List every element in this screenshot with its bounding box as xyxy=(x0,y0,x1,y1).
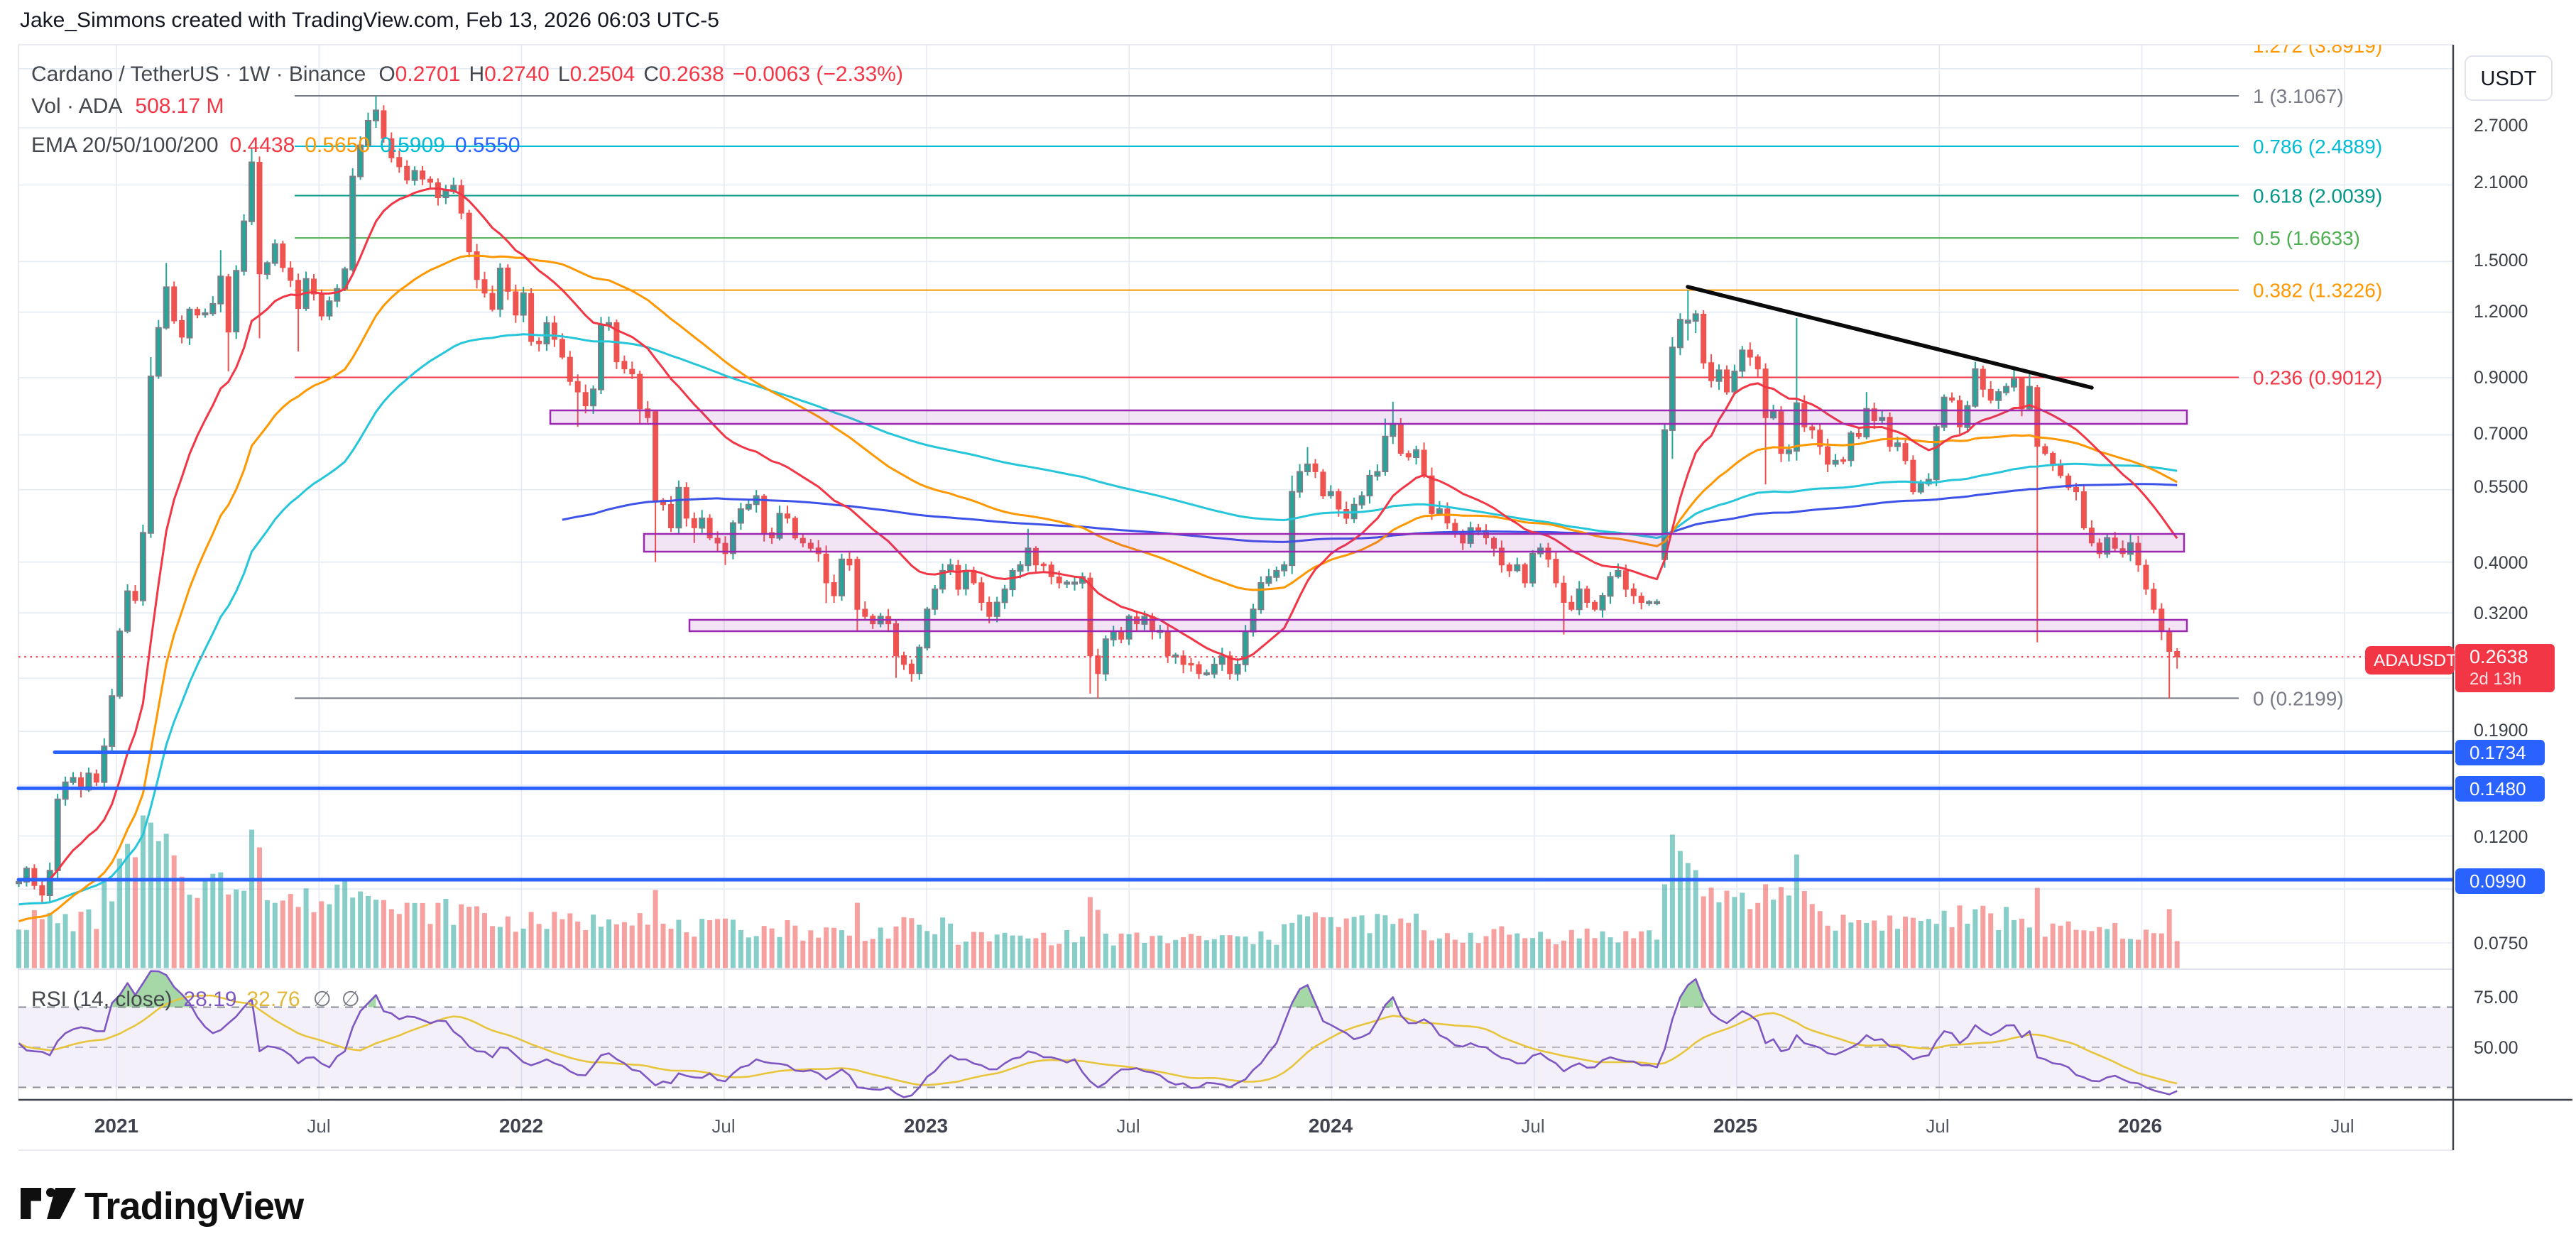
svg-text:0.786 (2.4889): 0.786 (2.4889) xyxy=(2253,136,2382,158)
svg-text:0.5500: 0.5500 xyxy=(2474,477,2528,497)
svg-text:50.00: 50.00 xyxy=(2474,1038,2518,1058)
svg-text:0.7000: 0.7000 xyxy=(2474,424,2528,444)
svg-text:0.1480: 0.1480 xyxy=(2469,778,2526,799)
svg-text:0.9000: 0.9000 xyxy=(2474,368,2528,388)
svg-text:0.1734: 0.1734 xyxy=(2469,742,2526,763)
svg-text:0.0990: 0.0990 xyxy=(2469,870,2526,892)
svg-text:1.5000: 1.5000 xyxy=(2474,251,2528,271)
svg-text:0.618 (2.0039): 0.618 (2.0039) xyxy=(2253,185,2382,207)
svg-text:2021: 2021 xyxy=(94,1115,138,1137)
svg-text:1.272 (3.8919): 1.272 (3.8919) xyxy=(2253,35,2382,57)
svg-text:2025: 2025 xyxy=(1713,1115,1757,1137)
svg-text:1.2000: 1.2000 xyxy=(2474,302,2528,322)
svg-text:TradingView: TradingView xyxy=(84,1185,305,1228)
svg-text:0.2638: 0.2638 xyxy=(2469,646,2528,667)
svg-text:Jul: Jul xyxy=(711,1115,735,1137)
svg-text:0.382 (1.3226): 0.382 (1.3226) xyxy=(2253,280,2382,302)
svg-text:2.1000: 2.1000 xyxy=(2474,173,2528,192)
svg-text:0.5 (1.6633): 0.5 (1.6633) xyxy=(2253,227,2360,249)
svg-text:Jul: Jul xyxy=(1521,1115,1544,1137)
svg-text:ADAUSDT: ADAUSDT xyxy=(2374,651,2457,670)
svg-text:75.00: 75.00 xyxy=(2474,988,2518,1007)
svg-text:2d 13h: 2d 13h xyxy=(2469,670,2521,689)
svg-text:0.1200: 0.1200 xyxy=(2474,827,2528,847)
svg-text:2023: 2023 xyxy=(904,1115,948,1137)
svg-text:2024: 2024 xyxy=(1309,1115,1353,1137)
svg-text:0.4000: 0.4000 xyxy=(2474,553,2528,573)
svg-text:Jul: Jul xyxy=(1116,1115,1140,1137)
svg-text:Jul: Jul xyxy=(1926,1115,1949,1137)
svg-text:1 (3.1067): 1 (3.1067) xyxy=(2253,85,2344,107)
svg-text:2.7000: 2.7000 xyxy=(2474,116,2528,136)
svg-text:0 (0.2199): 0 (0.2199) xyxy=(2253,687,2344,709)
svg-text:0.3200: 0.3200 xyxy=(2474,604,2528,623)
svg-text:USDT: USDT xyxy=(2481,67,2537,90)
svg-text:0.236 (0.9012): 0.236 (0.9012) xyxy=(2253,367,2382,389)
svg-text:Jake_Simmons created with Trad: Jake_Simmons created with TradingView.co… xyxy=(20,9,719,32)
svg-text:Jul: Jul xyxy=(307,1115,330,1137)
svg-text:2022: 2022 xyxy=(499,1115,543,1137)
svg-text:2026: 2026 xyxy=(2118,1115,2162,1137)
svg-text:Jul: Jul xyxy=(2330,1115,2354,1137)
svg-text:0.1900: 0.1900 xyxy=(2474,721,2528,741)
svg-text:0.0750: 0.0750 xyxy=(2474,934,2528,954)
